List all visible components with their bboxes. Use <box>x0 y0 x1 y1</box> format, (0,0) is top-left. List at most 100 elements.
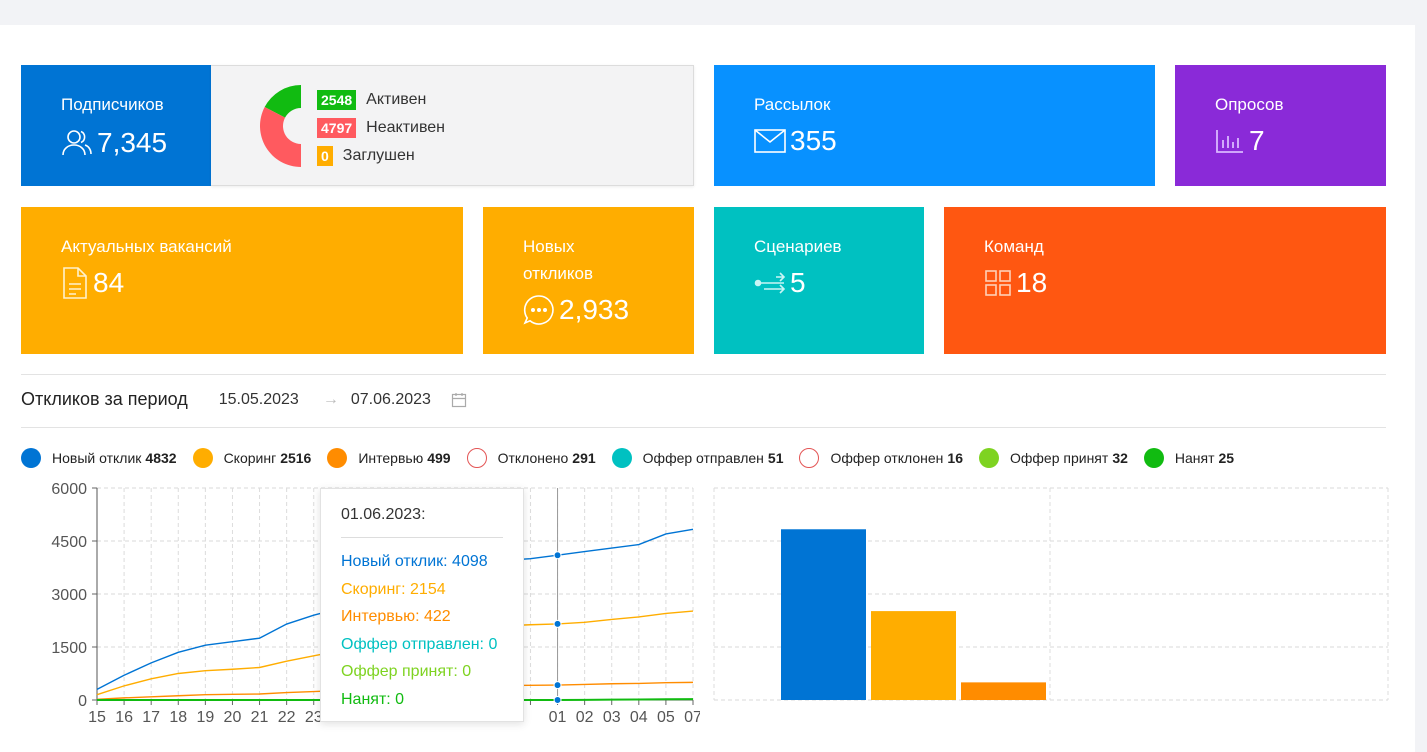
subscribers-card[interactable]: Подписчиков 7,345 <box>21 65 211 186</box>
hover-point[interactable] <box>553 619 562 628</box>
status-row: 2548 Активен <box>317 86 445 114</box>
flow-icon <box>754 272 786 294</box>
scenarios-card[interactable]: Сценариев 5 <box>714 207 924 354</box>
tooltip-row: Оффер принят: 0 <box>341 663 472 680</box>
date-from-input[interactable]: 15.05.2023 <box>218 390 299 408</box>
x-tick-label: 20 <box>224 709 242 726</box>
scenarios-label: Сценариев <box>754 237 842 256</box>
polls-value: 7 <box>1249 125 1265 156</box>
tooltip-row: Новый отклик: 4098 <box>341 553 488 570</box>
legend-count: 16 <box>947 450 963 466</box>
bar[interactable] <box>961 682 1046 700</box>
mailings-value-row: 355 <box>754 125 837 157</box>
status-label: Заглушен <box>342 147 415 164</box>
x-tick-label: 22 <box>278 709 296 726</box>
x-tick-label: 15 <box>88 709 106 726</box>
divider <box>21 374 1386 375</box>
legend-count: 499 <box>427 450 451 466</box>
x-tick-label: 19 <box>196 709 214 726</box>
polls-label: Опросов <box>1215 95 1284 114</box>
x-tick-label: 05 <box>657 709 675 726</box>
period-title: Откликов за период <box>21 389 188 409</box>
polls-card[interactable]: Опросов 7 <box>1175 65 1386 186</box>
y-tick-label: 4500 <box>51 534 87 551</box>
status-list: 2548 Активен 4797 Неактивен 0 Заглушен <box>317 86 445 170</box>
mailings-value: 355 <box>790 125 837 156</box>
status-count-badge: 4797 <box>317 118 357 138</box>
dashboard: Подписчиков 7,345 2548 Активен 4797 Неактив… <box>0 25 1415 752</box>
y-tick-label: 6000 <box>51 481 87 498</box>
divider <box>21 427 1386 428</box>
calendar-icon[interactable] <box>451 392 467 408</box>
chat-icon <box>523 295 554 325</box>
legend-label: Оффер принят <box>1010 450 1109 466</box>
x-tick-label: 07 <box>684 709 700 726</box>
legend-label: Оффер отклонен <box>830 450 944 466</box>
subscribers-value-row: 7,345 <box>61 127 167 159</box>
legend-item[interactable]: Оффер принят 32 <box>979 448 1128 468</box>
y-tick-label: 0 <box>78 693 87 710</box>
legend-item[interactable]: Интервью 499 <box>327 448 451 468</box>
hover-point[interactable] <box>553 696 562 704</box>
tooltip-date: 01.06.2023: <box>341 506 503 538</box>
legend-item[interactable]: Отклонено 291 <box>466 448 596 468</box>
date-to-input[interactable]: 07.06.2023 <box>350 390 431 408</box>
bar[interactable] <box>781 529 866 700</box>
grid-icon <box>985 270 1011 296</box>
vacancies-value-row: 84 <box>61 267 124 299</box>
vacancies-card[interactable]: Актуальных вакансий 84 <box>21 207 463 354</box>
legend-dot <box>21 448 41 468</box>
responses-card[interactable]: Новых откликов 2,933 <box>483 207 694 354</box>
period-selector: Откликов за период 15.05.2023 → 07.06.20… <box>21 389 467 410</box>
legend-dot <box>979 448 999 468</box>
legend-count: 4832 <box>145 450 177 466</box>
arrow-right-icon: → <box>322 390 339 408</box>
x-tick-label: 21 <box>251 709 269 726</box>
envelope-icon <box>754 129 786 153</box>
bar[interactable] <box>871 611 956 700</box>
donut-slice[interactable] <box>264 85 301 118</box>
commands-label: Команд <box>984 237 1044 256</box>
legend-dot <box>327 448 348 468</box>
legend-item[interactable]: Нанят 25 <box>1143 448 1234 468</box>
commands-value: 18 <box>1016 267 1048 298</box>
responses-value-row: 2,933 <box>523 294 629 326</box>
x-tick-label: 02 <box>576 709 594 726</box>
commands-card[interactable]: Команд 18 <box>944 207 1386 354</box>
chart-legend: Новый отклик 4832 Скоринг 2516 Интервью 499 От… <box>21 448 1250 468</box>
tooltip-rows: Новый отклик: 4098 Скоринг: 2154 Интервью:… <box>341 548 503 713</box>
subscribers-value: 7,345 <box>97 127 168 158</box>
chart-tooltip: 01.06.2023: Новый отклик: 4098 Скоринг: 2… <box>320 488 524 722</box>
legend-dot <box>192 448 213 468</box>
document-icon <box>63 267 87 299</box>
responses-value: 2,933 <box>559 294 630 325</box>
vacancies-value: 84 <box>93 267 125 298</box>
legend-item[interactable]: Оффер отклонен 16 <box>799 448 963 468</box>
legend-count: 2516 <box>280 450 312 466</box>
legend-label: Оффер отправлен <box>642 450 764 466</box>
scenarios-value: 5 <box>790 267 806 298</box>
x-tick-label: 23 <box>305 709 323 726</box>
status-label: Активен <box>366 91 427 108</box>
x-tick-label: 04 <box>630 709 648 726</box>
status-donut-chart <box>260 85 301 167</box>
x-tick-label: 16 <box>115 709 133 726</box>
legend-dot <box>611 448 632 468</box>
mailings-card[interactable]: Рассылок 355 <box>714 65 1155 186</box>
legend-item[interactable]: Новый отклик 4832 <box>21 448 177 468</box>
legend-label: Интервью <box>358 450 424 466</box>
x-tick-label: 17 <box>142 709 160 726</box>
hover-point[interactable] <box>553 681 562 690</box>
legend-label: Нанят <box>1174 450 1215 466</box>
tooltip-row: Скоринг: 2154 <box>341 580 446 598</box>
legend-count: 291 <box>572 450 596 466</box>
legend-item[interactable]: Оффер отправлен 51 <box>611 448 783 468</box>
legend-dot <box>466 448 487 468</box>
responses-bar-chart <box>713 487 1389 701</box>
hover-point[interactable] <box>553 551 562 560</box>
donut-slice[interactable] <box>260 107 301 167</box>
legend-item[interactable]: Скоринг 2516 <box>192 448 312 468</box>
bar-chart-icon <box>1216 130 1243 153</box>
scenarios-value-row: 5 <box>754 267 806 299</box>
status-label: Неактивен <box>366 119 446 136</box>
